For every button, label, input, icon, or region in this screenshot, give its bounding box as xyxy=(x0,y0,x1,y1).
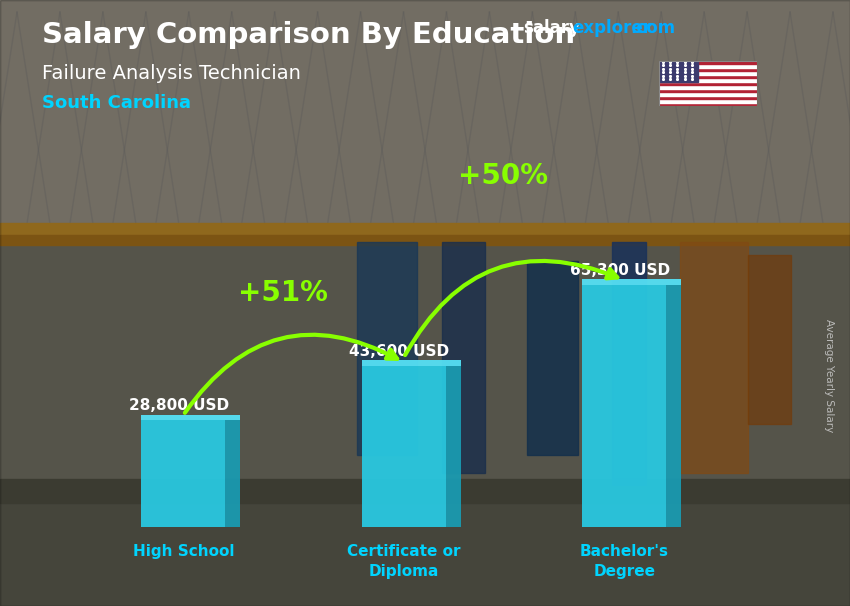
Bar xyxy=(527,261,578,454)
Text: explorer: explorer xyxy=(572,19,651,38)
Bar xyxy=(0,223,850,236)
Text: +50%: +50% xyxy=(458,162,548,190)
Bar xyxy=(0,242,850,497)
Bar xyxy=(0,479,850,503)
Bar xyxy=(582,285,666,527)
Bar xyxy=(659,102,756,106)
Bar xyxy=(0,0,850,273)
Bar xyxy=(748,255,790,424)
Bar xyxy=(666,285,681,527)
Bar xyxy=(141,421,225,527)
Bar xyxy=(659,71,756,75)
Bar xyxy=(659,92,756,96)
Bar xyxy=(659,61,756,64)
Bar xyxy=(442,242,484,473)
Text: Salary Comparison By Education: Salary Comparison By Education xyxy=(42,21,575,49)
Text: South Carolina: South Carolina xyxy=(42,94,191,112)
Bar xyxy=(612,242,646,485)
Bar xyxy=(659,75,756,78)
Bar xyxy=(445,365,461,527)
Bar xyxy=(659,61,698,82)
Bar xyxy=(659,64,756,68)
Text: 43,600 USD: 43,600 USD xyxy=(349,344,450,359)
Bar xyxy=(659,96,756,99)
Bar xyxy=(225,421,241,527)
Bar xyxy=(680,242,748,473)
Text: Average Yearly Salary: Average Yearly Salary xyxy=(824,319,834,432)
Bar xyxy=(141,415,241,421)
Bar xyxy=(0,235,850,245)
Bar xyxy=(659,68,756,71)
Text: salary: salary xyxy=(523,19,580,38)
Text: 28,800 USD: 28,800 USD xyxy=(129,398,230,413)
Bar xyxy=(0,0,850,230)
Bar xyxy=(659,78,756,82)
Bar xyxy=(659,82,756,85)
Text: +51%: +51% xyxy=(237,279,327,307)
Bar xyxy=(357,242,416,454)
Text: 65,300 USD: 65,300 USD xyxy=(570,263,670,278)
Bar xyxy=(659,99,756,102)
Bar xyxy=(362,360,461,365)
Bar xyxy=(582,279,681,285)
Text: .com: .com xyxy=(630,19,675,38)
Bar xyxy=(362,365,445,527)
Bar xyxy=(0,485,850,606)
Bar xyxy=(659,85,756,88)
Bar xyxy=(659,88,756,92)
Text: Failure Analysis Technician: Failure Analysis Technician xyxy=(42,64,302,82)
